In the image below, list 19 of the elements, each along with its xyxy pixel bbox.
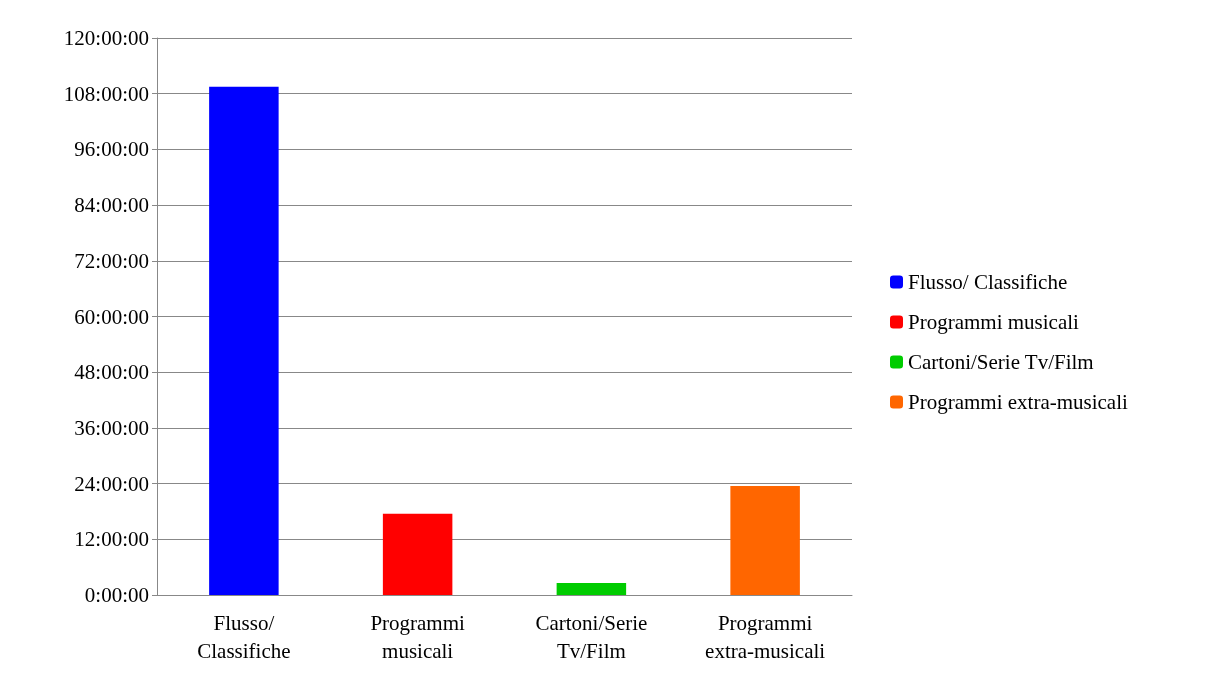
- y-tick-label: 60:00:00: [74, 304, 149, 329]
- y-tick-label: 24:00:00: [74, 471, 149, 496]
- y-tick-label: 48:00:00: [74, 360, 149, 385]
- y-tick-label: 12:00:00: [74, 527, 149, 552]
- x-tick-label: Cartoni/Serie Tv/Film: [535, 611, 648, 663]
- legend-label: Programmi extra-musicali: [908, 390, 1129, 414]
- y-tick-label: 0:00:00: [84, 583, 149, 607]
- x-tick-label: Flusso/ Classifiche: [197, 611, 291, 663]
- y-tick-label: 108:00:00: [63, 81, 149, 106]
- y-tick-label: 36:00:00: [74, 415, 149, 440]
- legend-label: Flusso/ Classifiche: [908, 270, 1068, 294]
- y-tick-label: 72:00:00: [74, 248, 149, 273]
- legend-label: Cartoni/Serie Tv/Film: [908, 350, 1094, 374]
- y-tick-label: 120:00:00: [63, 26, 149, 50]
- y-tick-label: 84:00:00: [74, 193, 149, 218]
- x-tick-label: Programmi extra-musicali: [705, 611, 826, 663]
- x-tick-label: Programmi musicali: [370, 611, 466, 663]
- y-tick-label: 96:00:00: [74, 137, 149, 162]
- legend-label: Programmi musicali: [908, 310, 1080, 334]
